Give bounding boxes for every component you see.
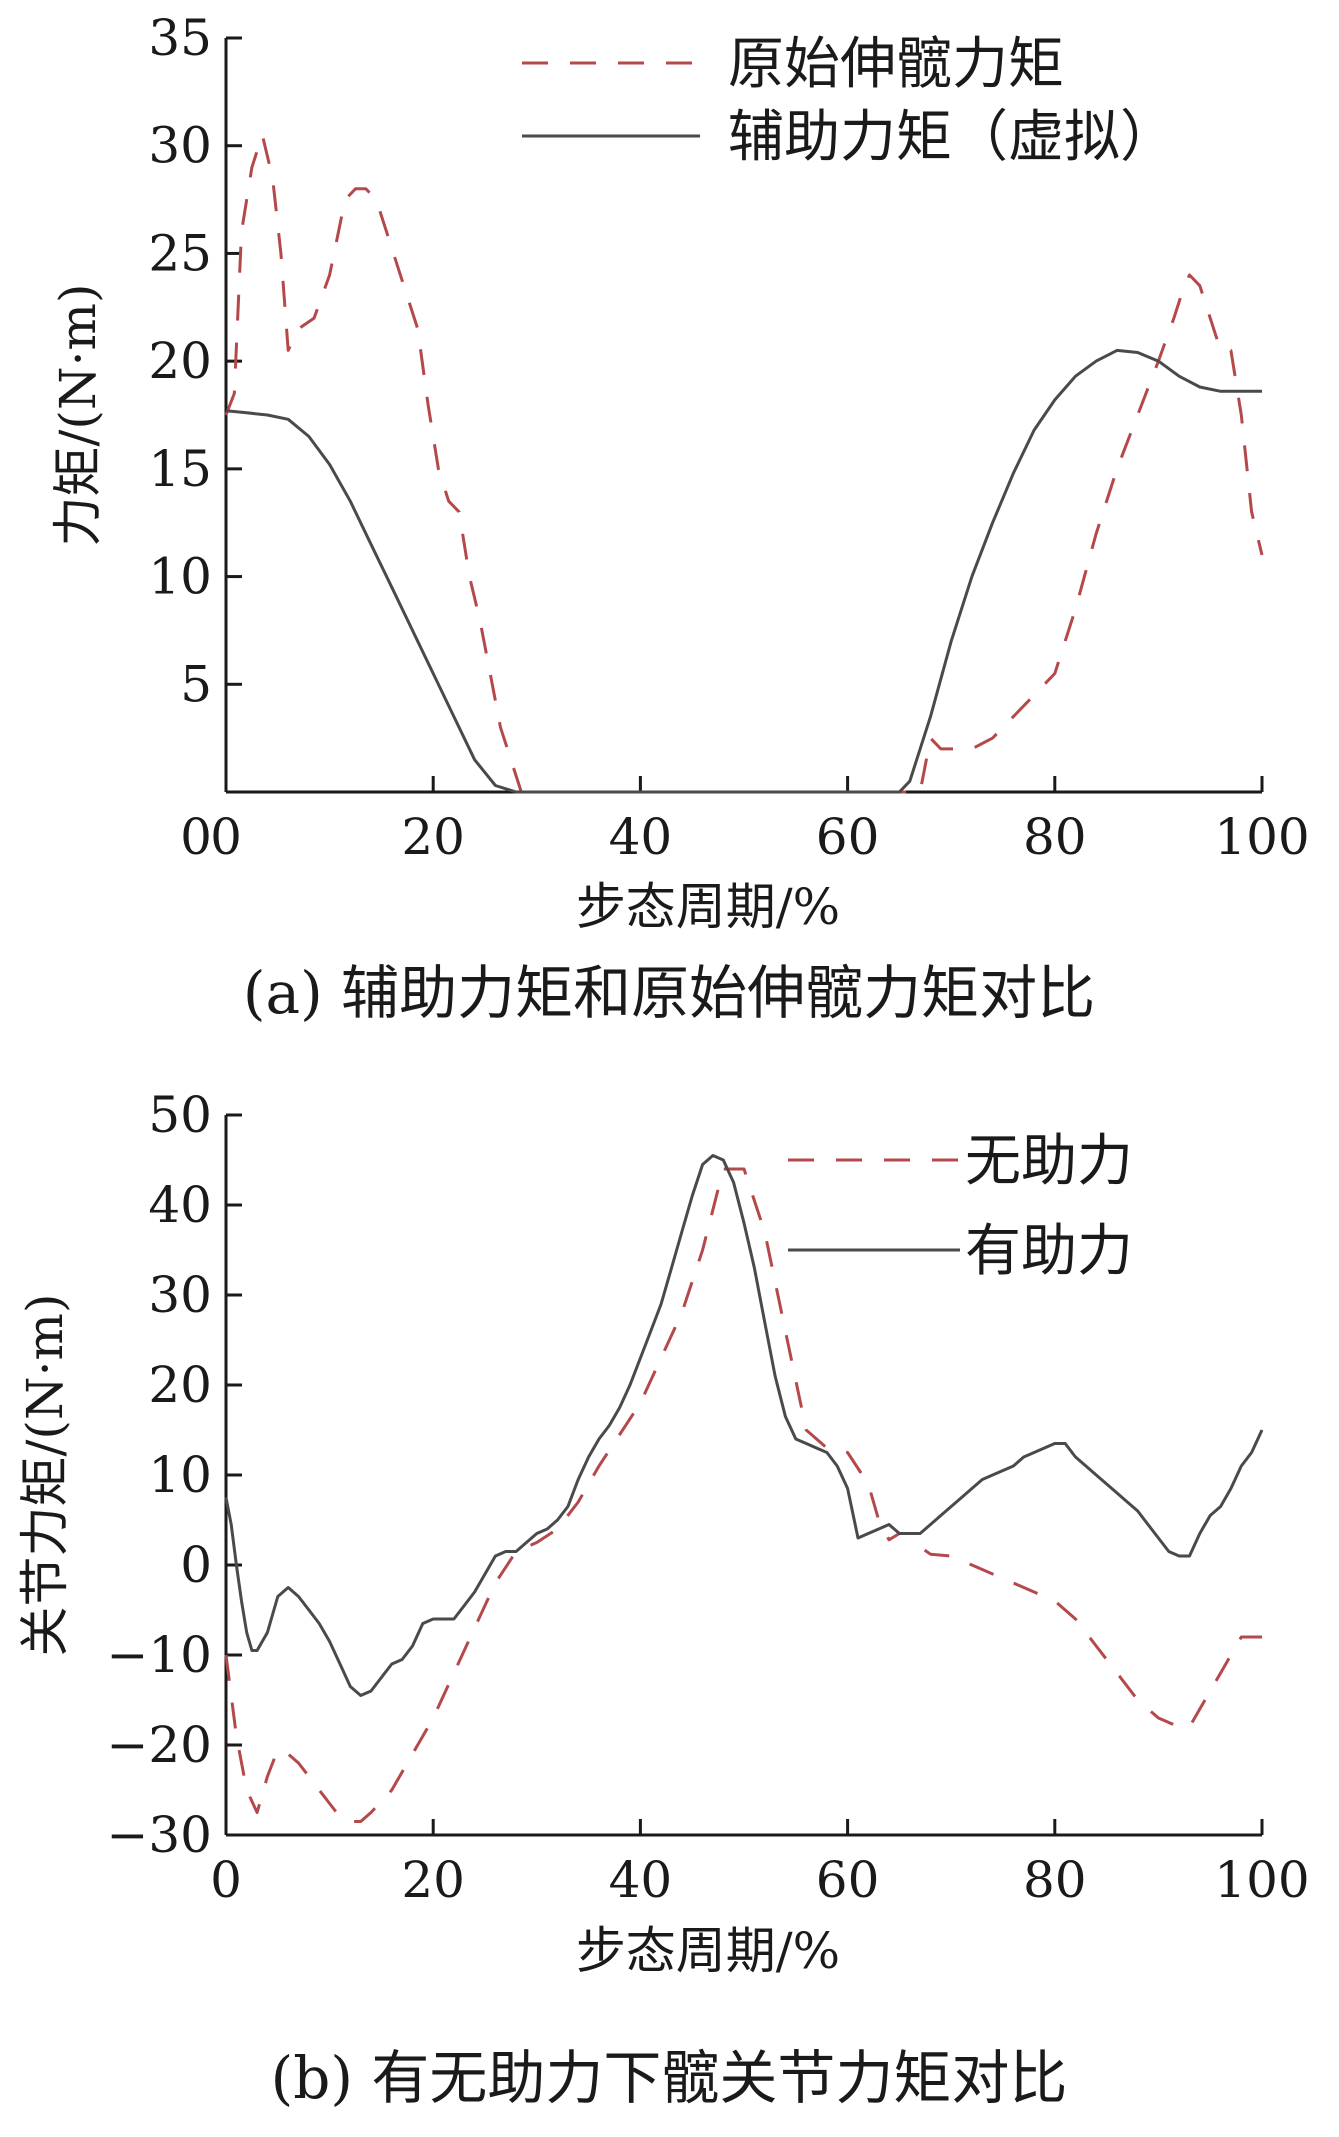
x-tick-label: 20 — [401, 808, 465, 866]
y-tick-label: 50 — [148, 1086, 212, 1144]
y-tick-label: 10 — [148, 1446, 212, 1504]
y-tick-label: 0 — [180, 1536, 212, 1594]
x-tick-label: 0 — [210, 1851, 242, 1909]
series-line-dashed — [224, 1167, 1262, 1823]
y-tick-label: 30 — [148, 1266, 212, 1324]
x-tick-label: 60 — [816, 1851, 880, 1909]
x-tick-label: 20 — [401, 1851, 465, 1909]
x-tick-label: 100 — [1214, 808, 1309, 866]
x-tick-label: 60 — [816, 808, 880, 866]
y-tick-label: 20 — [148, 332, 212, 390]
x-tick-label: 80 — [1023, 808, 1087, 866]
legend-label: 有助力 — [965, 1219, 1133, 1284]
chart-panel-b: 0 20 40 60 80 100 −30 −20 −10 0 10 20 30 40 50 无助力有助力步态… — [16, 1086, 1310, 2112]
legend-label: 原始伸髋力矩 — [728, 32, 1064, 97]
y-tick-label: −30 — [106, 1806, 212, 1864]
series-line-solid — [225, 348, 1262, 794]
legend-label: 辅助力矩（虚拟） — [728, 105, 1176, 170]
chart-panel-a: 0 20 40 60 80 100 5 10 15 20 25 30 35 0 原始伸髋力矩辅助力矩（虚拟）… — [49, 9, 1310, 1027]
x-tick-label: 0 — [210, 808, 242, 866]
series-line-solid — [224, 1154, 1264, 1697]
x-tick-label: 40 — [609, 808, 673, 866]
y-tick-label: −10 — [106, 1626, 212, 1684]
y-tick-label: 25 — [148, 224, 212, 282]
origin-tick-label: 0 — [180, 808, 212, 866]
x-axis-label: 步态周期/% — [576, 1922, 840, 1980]
x-tick-label: 100 — [1214, 1851, 1309, 1909]
y-tick-label: 10 — [148, 548, 212, 606]
y-tick-label: −20 — [106, 1716, 212, 1774]
y-tick-label: 40 — [148, 1176, 212, 1234]
x-tick-label: 80 — [1023, 1851, 1087, 1909]
figure-caption: (b) 有无助力下髋关节力矩对比 — [271, 2044, 1068, 2112]
figure-caption: (a) 辅助力矩和原始伸髋力矩对比 — [243, 959, 1095, 1027]
y-tick-label: 5 — [180, 655, 212, 713]
x-tick-label: 40 — [609, 1851, 673, 1909]
legend-label: 无助力 — [965, 1129, 1133, 1194]
y-tick-label: 20 — [148, 1356, 212, 1414]
x-axis-label: 步态周期/% — [576, 878, 840, 936]
y-axis-label: 关节力矩/(N·m) — [16, 1294, 74, 1657]
series-line-dashed — [224, 133, 1264, 794]
y-tick-label: 30 — [148, 117, 212, 175]
y-tick-label: 15 — [148, 440, 212, 498]
y-axis-label: 力矩/(N·m) — [49, 284, 107, 547]
y-tick-label: 35 — [148, 9, 212, 67]
